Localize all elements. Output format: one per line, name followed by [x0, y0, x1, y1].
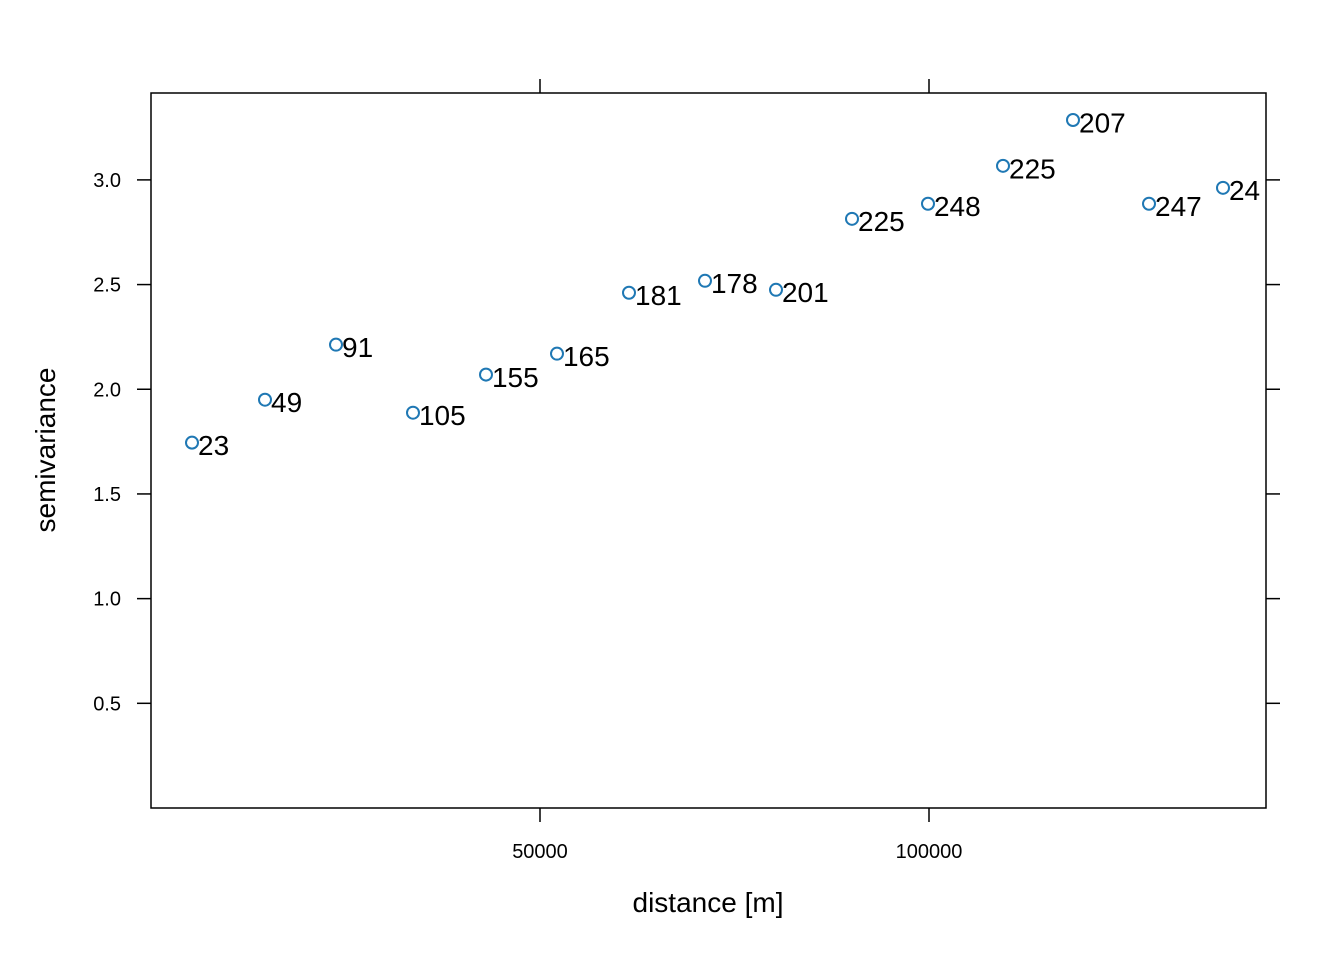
point: [845, 211, 860, 226]
point: [329, 337, 344, 352]
point: [768, 282, 783, 297]
point: [920, 196, 935, 211]
point: [405, 405, 420, 420]
point-label: 248: [934, 191, 981, 222]
point: [622, 285, 637, 300]
point-labels: 23 49 91 105 155 165 181 178 201 225 248 225 207 247 2…: [198, 107, 1260, 461]
point-label: 23: [198, 430, 229, 461]
point-label: 225: [858, 206, 905, 237]
point: [1066, 113, 1081, 128]
y-tick-label: 2.0: [93, 379, 121, 401]
point: [697, 273, 712, 288]
point: [185, 435, 200, 450]
point: [478, 367, 493, 382]
point-label: 105: [419, 400, 466, 431]
point: [549, 346, 564, 361]
x-tick-label: 100000: [896, 841, 963, 863]
y-tick-label: 1.5: [93, 484, 121, 506]
x-axis-label: distance [m]: [633, 887, 784, 918]
point-label: 225: [1009, 153, 1056, 184]
point: [258, 392, 273, 407]
point-label: 49: [271, 387, 302, 418]
point: [1215, 180, 1230, 195]
point-label: 247: [1155, 191, 1202, 222]
plot-frame: [150, 92, 1267, 809]
x-tick-label: 50000: [512, 841, 568, 863]
point-label: 91: [342, 332, 373, 363]
y-tick-label: 0.5: [93, 693, 121, 715]
point-label: 178: [711, 268, 758, 299]
point: [996, 158, 1011, 173]
y-tick-label: 1.0: [93, 589, 121, 611]
y-tick-label: 2.5: [93, 275, 121, 297]
point: [1142, 196, 1157, 211]
point-label: 201: [782, 277, 829, 308]
y-tick-label: 3.0: [93, 170, 121, 192]
point-label: 207: [1079, 107, 1126, 138]
point-label: 181: [635, 280, 682, 311]
point-label: 155: [492, 362, 539, 393]
point-label: 165: [563, 341, 610, 372]
point-label: 24: [1229, 175, 1260, 206]
y-axis-label: semivariance: [30, 368, 61, 533]
